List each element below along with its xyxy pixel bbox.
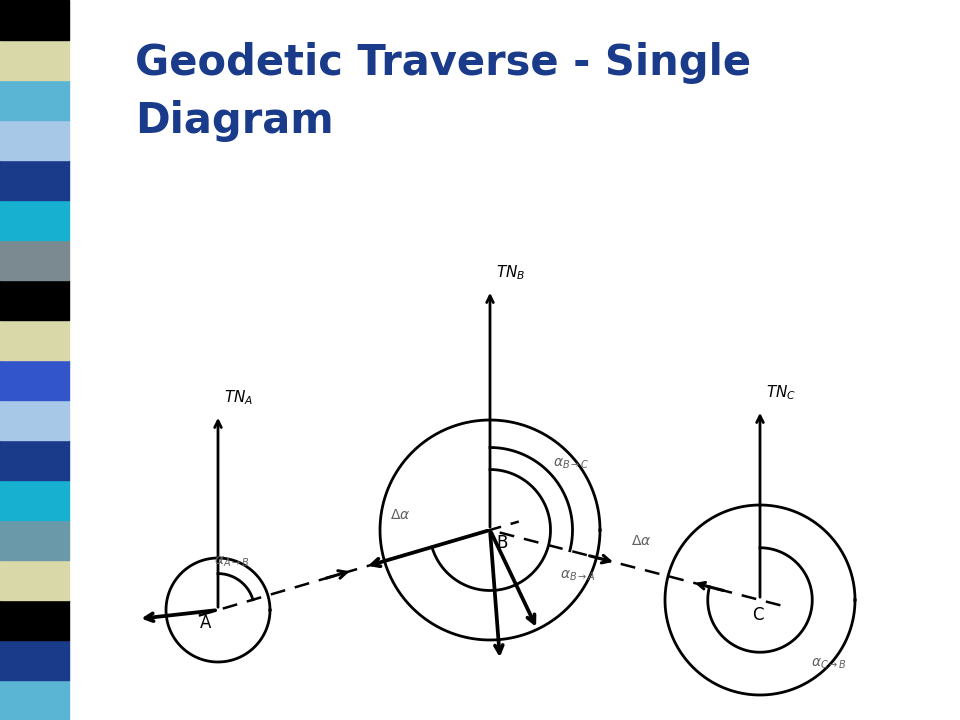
Text: $\alpha_{A \rightarrow B}$: $\alpha_{A \rightarrow B}$ bbox=[213, 554, 250, 569]
Text: $\alpha_{B \rightarrow A}$: $\alpha_{B \rightarrow A}$ bbox=[561, 569, 596, 583]
Text: $TN_A$: $TN_A$ bbox=[224, 388, 253, 407]
Text: Diagram: Diagram bbox=[135, 100, 334, 142]
Text: $\alpha_{C \rightarrow B}$: $\alpha_{C \rightarrow B}$ bbox=[811, 656, 847, 670]
Text: A: A bbox=[200, 614, 211, 632]
Text: $\Delta\alpha$: $\Delta\alpha$ bbox=[390, 508, 410, 521]
Text: Geodetic Traverse - Single: Geodetic Traverse - Single bbox=[135, 42, 751, 84]
Text: $\Delta\alpha$: $\Delta\alpha$ bbox=[631, 534, 651, 548]
Text: $TN_B$: $TN_B$ bbox=[496, 264, 525, 282]
Text: $TN_C$: $TN_C$ bbox=[766, 383, 796, 402]
Text: $\alpha_{B \rightarrow C}$: $\alpha_{B \rightarrow C}$ bbox=[553, 457, 589, 472]
Text: C: C bbox=[752, 606, 763, 624]
Text: B: B bbox=[496, 534, 508, 552]
